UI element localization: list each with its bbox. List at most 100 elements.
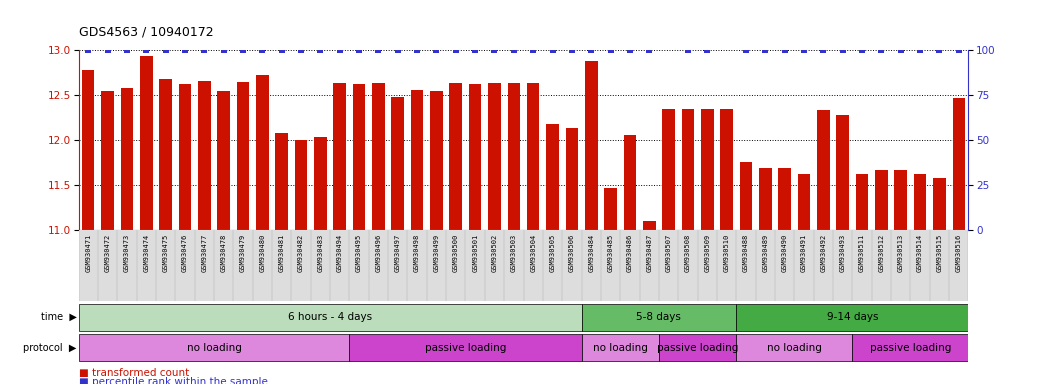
Bar (659, 334, 736, 361)
Bar (392, 97, 404, 230)
Bar (624, 135, 637, 230)
Bar (894, 170, 907, 230)
Bar (218, 91, 230, 230)
Text: GSM930472: GSM930472 (105, 234, 111, 272)
Bar (736, 304, 968, 331)
Bar (159, 79, 172, 230)
Text: GSM930483: GSM930483 (317, 234, 324, 272)
Bar (237, 83, 249, 230)
Bar (508, 83, 520, 230)
Bar (547, 124, 559, 230)
Bar (275, 133, 288, 230)
Bar (102, 91, 114, 230)
Bar (372, 83, 384, 230)
Bar (430, 91, 443, 230)
Text: GSM930484: GSM930484 (588, 234, 595, 272)
Text: GSM930514: GSM930514 (917, 234, 923, 272)
Bar (140, 56, 153, 230)
Bar (581, 334, 659, 361)
Text: 9-14 days: 9-14 days (827, 312, 878, 322)
Text: GSM930497: GSM930497 (395, 234, 401, 272)
Bar (257, 75, 269, 230)
Bar (914, 174, 927, 230)
Text: GSM930492: GSM930492 (821, 234, 826, 272)
Bar (82, 70, 94, 230)
Text: GSM930505: GSM930505 (550, 234, 556, 272)
Bar (585, 61, 598, 230)
Text: passive loading: passive loading (656, 343, 738, 353)
Bar (604, 188, 617, 230)
Text: no loading: no loading (593, 343, 648, 353)
Bar (682, 109, 694, 230)
Text: 5-8 days: 5-8 days (637, 312, 682, 322)
Text: GSM930475: GSM930475 (162, 234, 169, 272)
Text: GSM930498: GSM930498 (415, 234, 420, 272)
Bar (449, 83, 462, 230)
Text: passive loading: passive loading (870, 343, 951, 353)
Text: GSM930490: GSM930490 (782, 234, 787, 272)
Text: GSM930479: GSM930479 (240, 234, 246, 272)
Bar (701, 109, 714, 230)
Text: GSM930488: GSM930488 (743, 234, 749, 272)
Bar (294, 140, 308, 230)
Text: GSM930516: GSM930516 (956, 234, 962, 272)
Text: GSM930485: GSM930485 (607, 234, 614, 272)
Text: GSM930512: GSM930512 (878, 234, 885, 272)
Bar (933, 178, 945, 230)
Text: GSM930489: GSM930489 (762, 234, 768, 272)
Bar (314, 137, 327, 230)
Text: GSM930486: GSM930486 (627, 234, 632, 272)
Bar (581, 304, 736, 331)
Bar (179, 84, 192, 230)
Text: GSM930471: GSM930471 (85, 234, 91, 272)
Text: GSM930507: GSM930507 (666, 234, 671, 272)
Bar (643, 221, 655, 230)
Text: GSM930499: GSM930499 (433, 234, 440, 272)
Bar (469, 84, 482, 230)
Bar (798, 174, 810, 230)
Text: 6 hours - 4 days: 6 hours - 4 days (288, 312, 372, 322)
Text: GSM930476: GSM930476 (182, 234, 187, 272)
Bar (120, 88, 133, 230)
Text: GSM930513: GSM930513 (897, 234, 904, 272)
Text: GSM930482: GSM930482 (298, 234, 304, 272)
Text: GSM930494: GSM930494 (337, 234, 342, 272)
Bar (79, 334, 350, 361)
Text: passive loading: passive loading (425, 343, 506, 353)
Text: GSM930503: GSM930503 (511, 234, 517, 272)
FancyBboxPatch shape (79, 230, 968, 301)
Bar (953, 98, 965, 230)
Bar (353, 84, 365, 230)
Text: GSM930487: GSM930487 (646, 234, 652, 272)
Bar (527, 83, 539, 230)
Text: GSM930495: GSM930495 (356, 234, 362, 272)
Bar (778, 168, 790, 230)
Text: GSM930506: GSM930506 (569, 234, 575, 272)
Text: GSM930496: GSM930496 (376, 234, 381, 272)
Bar (739, 162, 753, 230)
Bar (198, 81, 210, 230)
Bar (488, 83, 500, 230)
Bar (852, 334, 968, 361)
Bar (817, 110, 829, 230)
Text: GSM930480: GSM930480 (260, 234, 265, 272)
Bar (837, 115, 849, 230)
Text: GSM930477: GSM930477 (201, 234, 207, 272)
Bar (663, 109, 675, 230)
Text: GSM930474: GSM930474 (143, 234, 150, 272)
Bar (410, 89, 423, 230)
Text: GSM930501: GSM930501 (472, 234, 478, 272)
Bar (759, 168, 772, 230)
Bar (736, 334, 852, 361)
Text: ■ transformed count: ■ transformed count (79, 368, 188, 378)
Bar (333, 83, 346, 230)
Text: GSM930500: GSM930500 (452, 234, 459, 272)
Bar (855, 174, 868, 230)
Text: GDS4563 / 10940172: GDS4563 / 10940172 (79, 25, 214, 38)
Text: GSM930511: GSM930511 (860, 234, 865, 272)
Text: no loading: no loading (186, 343, 242, 353)
Text: GSM930481: GSM930481 (279, 234, 285, 272)
Text: no loading: no loading (766, 343, 822, 353)
Text: time  ▶: time ▶ (41, 312, 76, 322)
Bar (350, 334, 581, 361)
